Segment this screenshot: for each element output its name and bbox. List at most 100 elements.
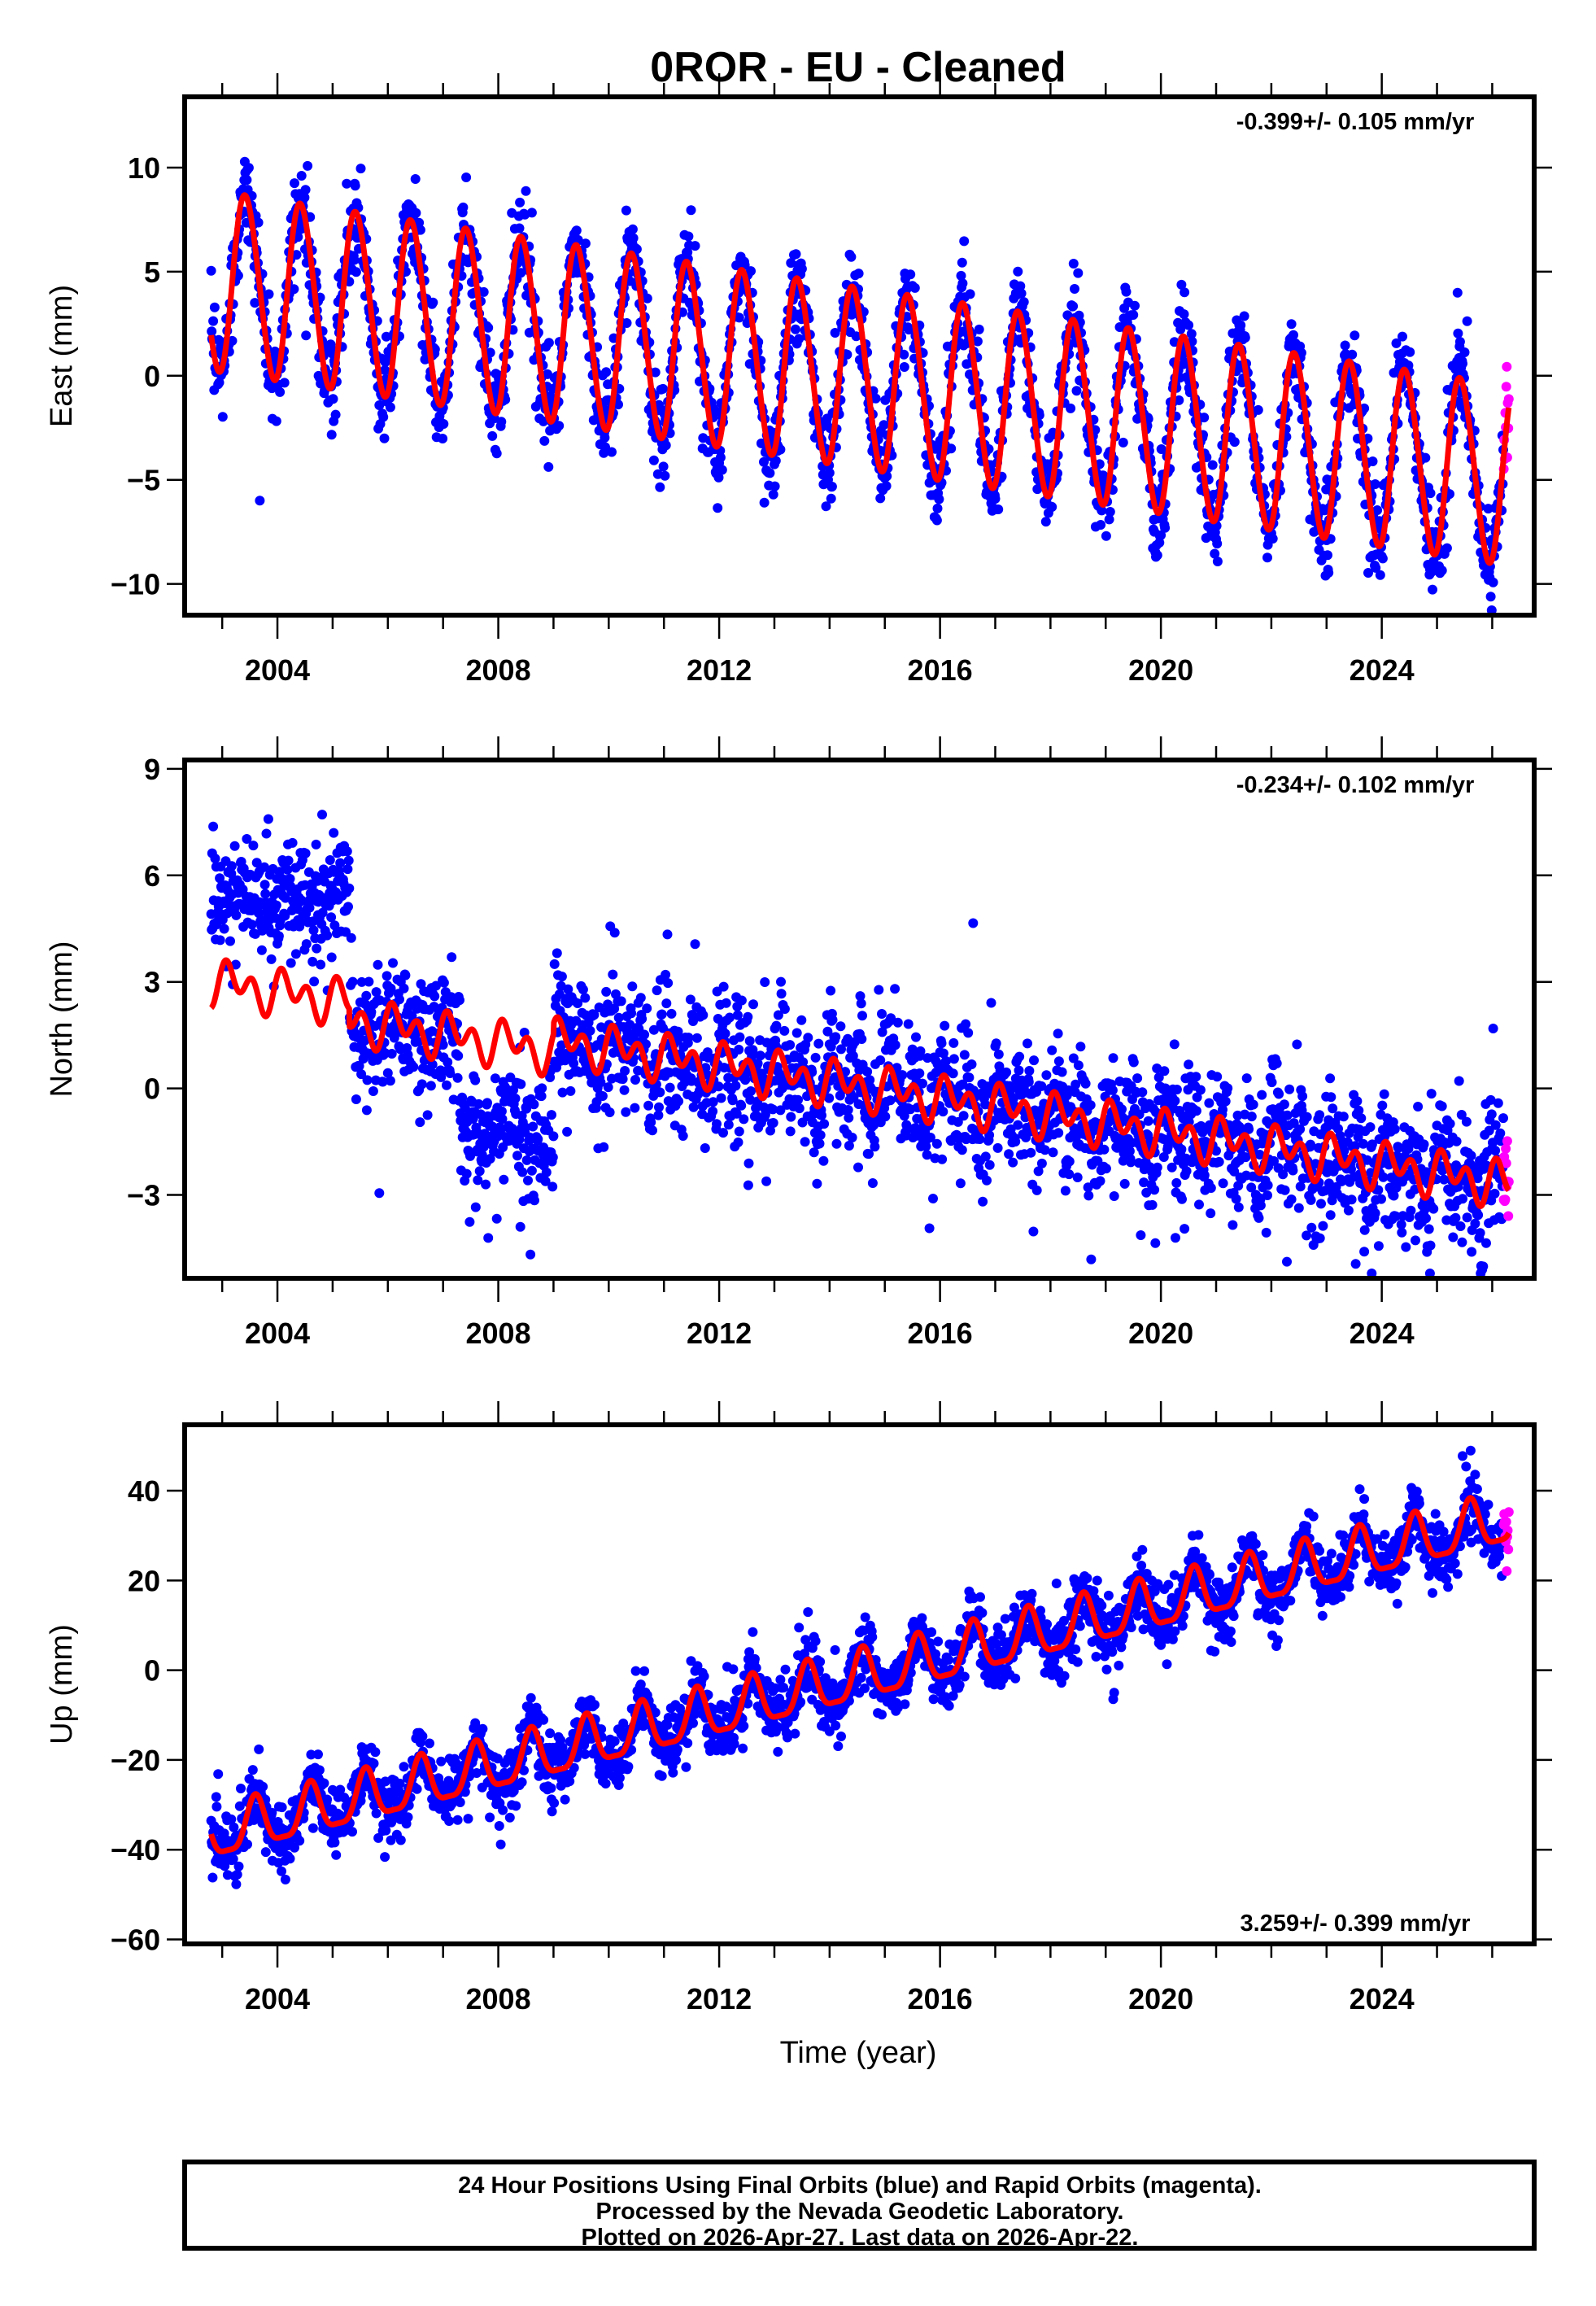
east-final-point [1160,522,1171,533]
east-final-point [1152,550,1162,561]
north-final-point [533,1133,543,1144]
east-final-point [746,266,756,277]
north-final-point [516,1079,526,1090]
east-final-point [291,250,302,260]
north-final-point [815,1130,826,1140]
east-final-point [613,400,623,410]
north-final-point [875,1055,886,1065]
north-final-point [743,1011,753,1022]
north-final-point [785,1126,796,1137]
north-final-point [374,1188,385,1199]
north-final-point [1176,1144,1187,1155]
north-final-point [1346,1194,1357,1205]
north-final-point [1288,1165,1298,1176]
north-final-point [691,1033,702,1043]
north-final-point [408,1062,419,1072]
north-final-point [1064,1156,1075,1167]
north-final-point [304,902,315,913]
north-final-point [1008,1157,1018,1168]
north-final-point [283,855,294,866]
east-final-point [227,335,238,346]
east-final-point [931,515,942,526]
east-final-point [381,331,391,342]
east-final-point [791,249,801,260]
north-final-point [523,1175,533,1186]
north-final-point [771,1020,782,1031]
east-final-point [485,347,495,358]
north-final-point [470,1202,481,1212]
north-final-point [322,930,333,941]
north-final-point [442,1080,451,1090]
east-final-point [932,503,943,513]
north-final-point [1026,1147,1036,1158]
east-final-point [1229,437,1240,448]
north-final-point [812,1178,822,1189]
north-final-point [986,998,996,1008]
north-final-point [1248,1099,1258,1110]
north-final-point [713,1081,724,1092]
north-final-point [1184,1059,1194,1070]
north-final-point [862,1067,873,1077]
north-final-point [1267,1077,1277,1088]
north-final-point [982,1175,992,1186]
north-final-point [914,1068,925,1079]
east-final-point [1105,507,1115,517]
north-final-point [1119,1178,1130,1189]
east-final-point [1488,577,1498,587]
east-final-point [483,322,494,333]
north-final-point [978,1196,988,1207]
east-final-point [826,482,837,491]
north-final-point [517,1167,528,1177]
north-final-point [656,1009,667,1020]
east-final-point [411,207,421,218]
north-final-point [395,994,404,1005]
north-final-point [819,1119,830,1129]
east-ylabel: East (mm) [45,285,79,427]
north-final-point [739,1114,749,1125]
north-final-point [385,1076,395,1086]
north-final-point [963,1028,974,1038]
north-final-point [779,1004,790,1014]
north-final-point [779,1025,790,1036]
north-final-point [1262,1180,1273,1190]
east-final-point [253,217,264,228]
east-final-point [543,461,554,472]
north-final-point [604,1107,615,1117]
north-final-point [344,883,355,893]
north-final-point [541,1167,552,1177]
north-final-point [617,1074,628,1085]
north-final-point [1041,1070,1052,1081]
east-final-point [1240,333,1250,343]
north-final-point [760,977,770,987]
north-final-point [271,900,281,911]
north-final-point [1171,1177,1182,1188]
east-final-point [627,224,638,234]
east-final-point [1425,488,1436,499]
north-final-point [1086,1254,1097,1264]
north-final-point [325,855,335,865]
east-final-point [478,286,489,297]
north-final-point [312,943,322,954]
north-final-point [452,1072,463,1083]
east-final-point [1118,437,1128,448]
north-final-point [1013,1120,1023,1130]
north-final-point [361,1105,372,1116]
north-final-point [1297,1091,1308,1102]
north-final-point [786,1112,796,1122]
east-final-point [496,417,507,427]
north-final-point [733,1137,743,1147]
north-final-point [1365,1122,1376,1133]
north-final-point [712,1119,722,1129]
east-final-point [621,205,631,216]
north-final-point [342,846,352,857]
east-final-point [351,267,361,277]
north-final-point [260,889,271,899]
east-final-point [428,297,438,308]
north-final-point [940,1020,950,1031]
north-final-point [1199,1170,1210,1181]
east-final-point [759,497,770,508]
east-final-point [1398,331,1407,342]
north-final-point [721,998,731,1008]
north-final-point [674,1096,684,1107]
